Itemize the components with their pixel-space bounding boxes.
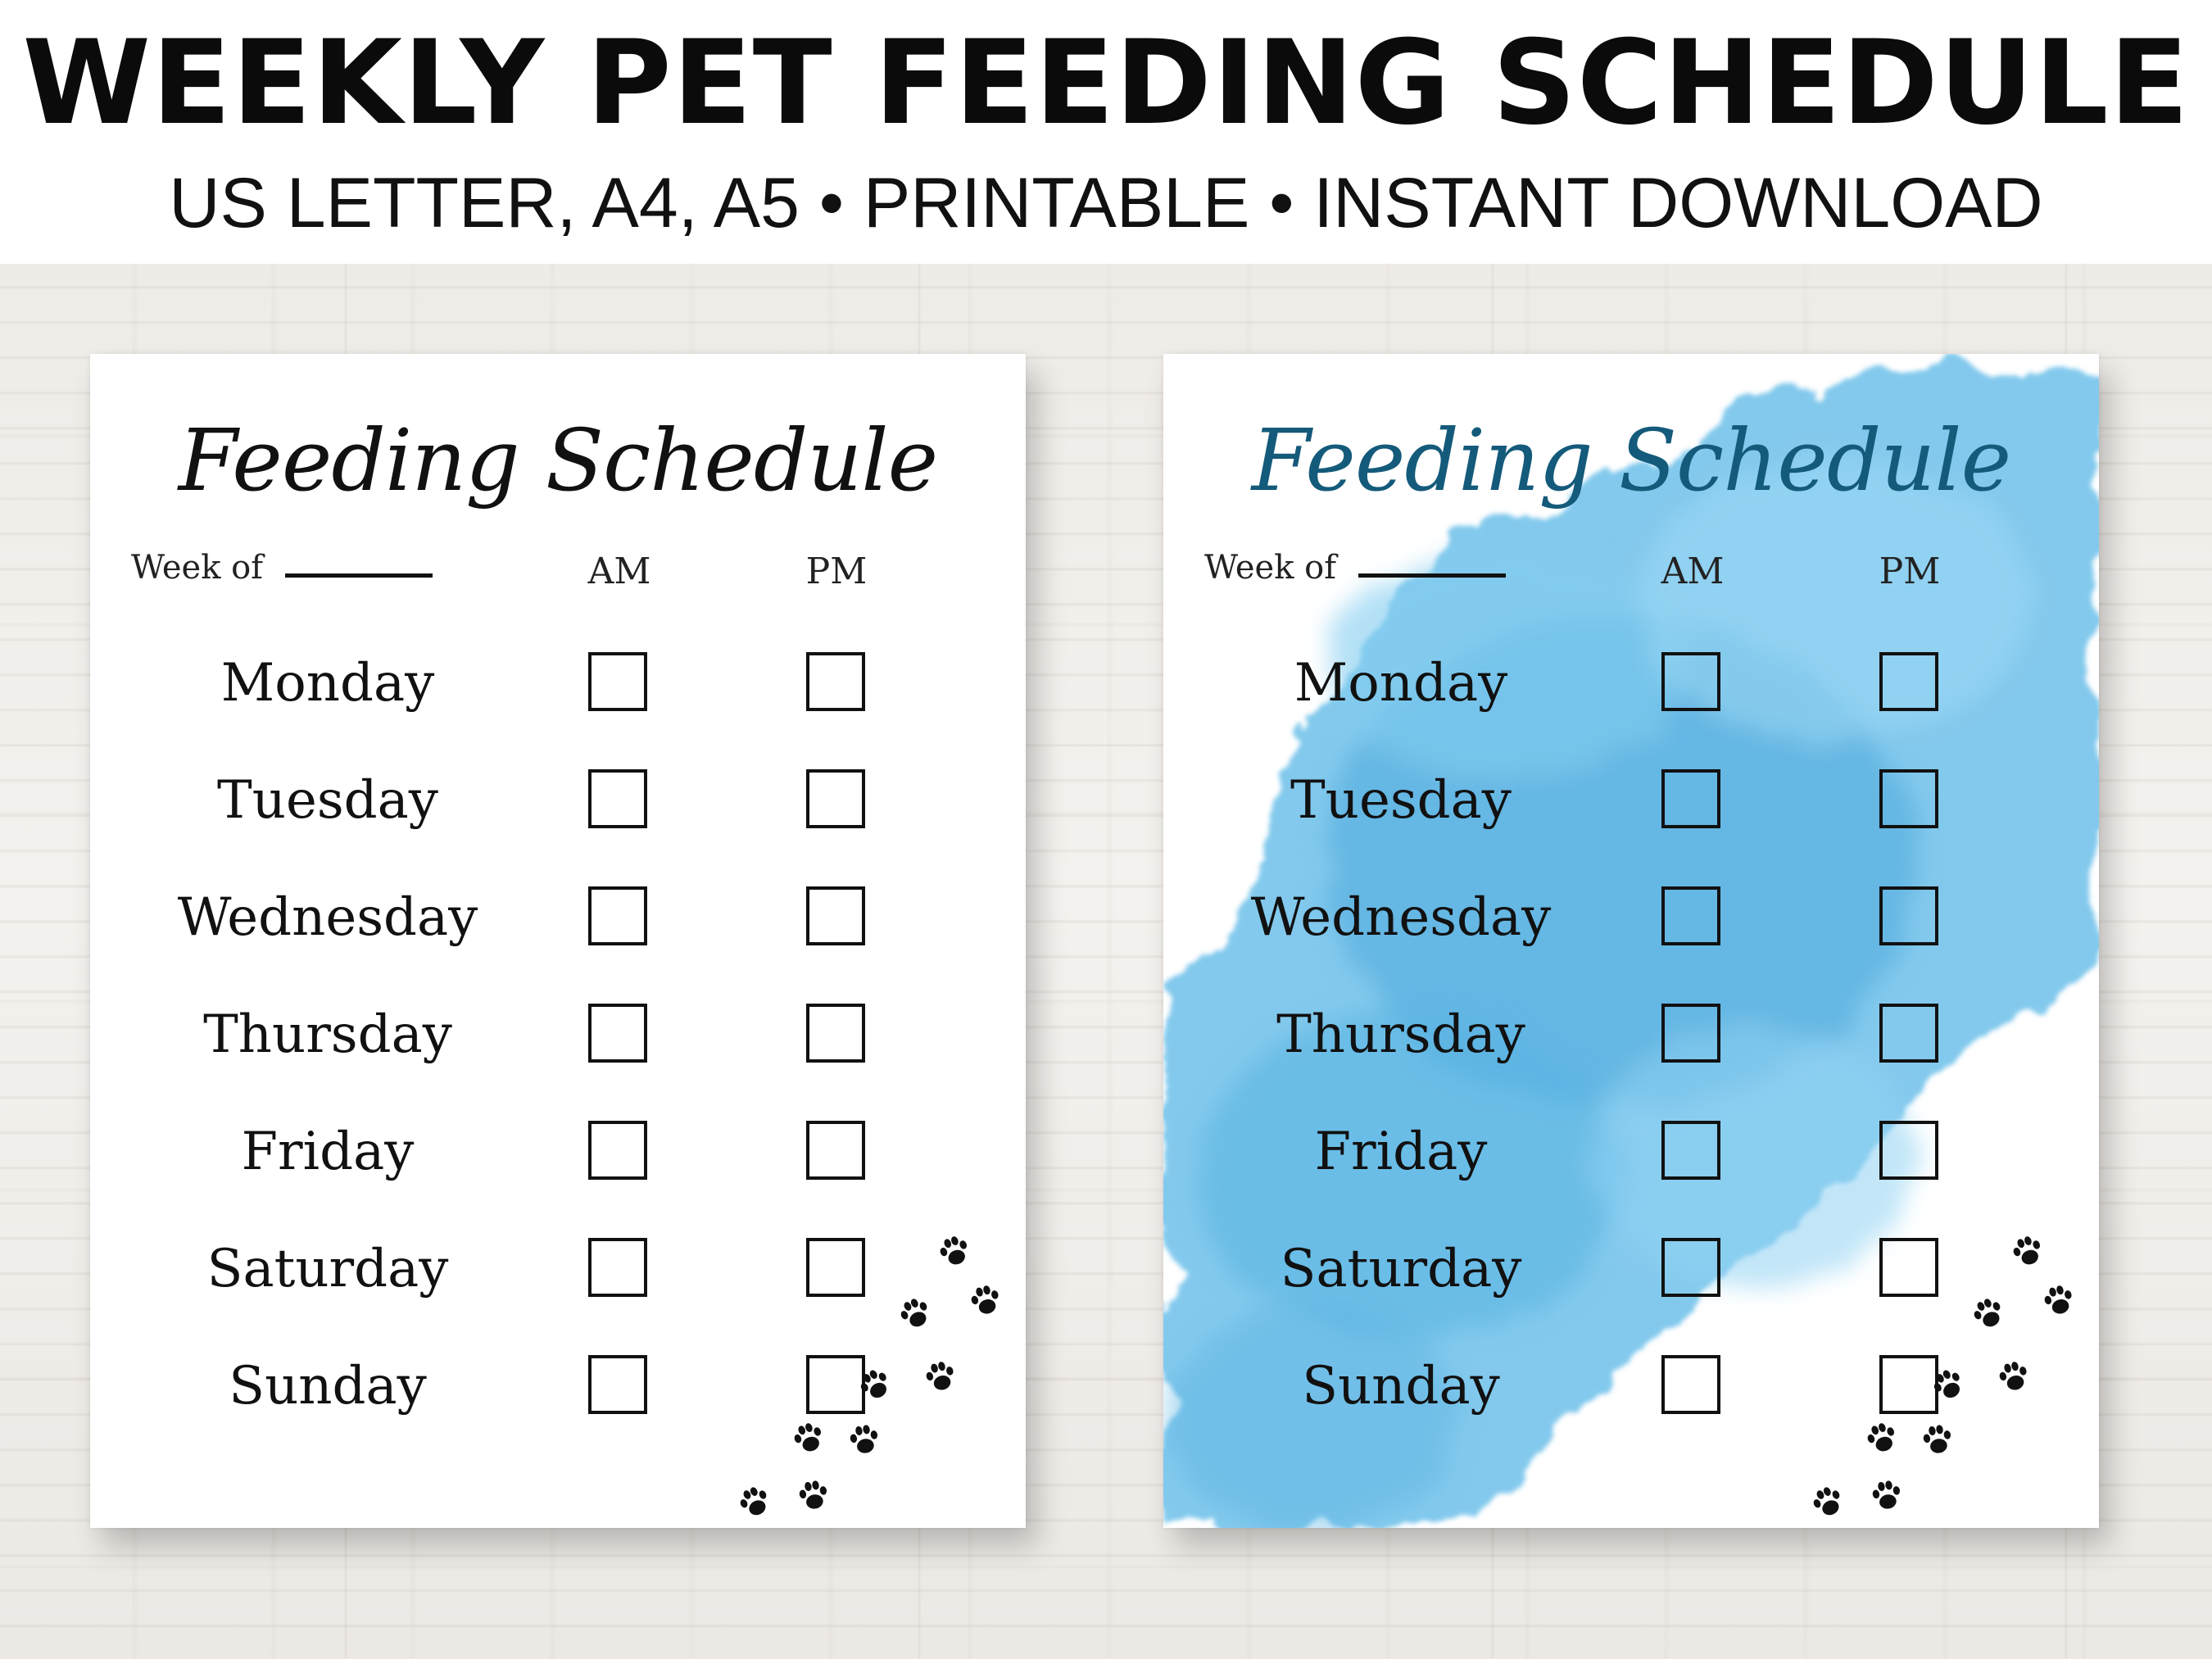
pm-checkbox[interactable] xyxy=(1879,1004,1938,1063)
subheadline: US LETTER, A4, A5 • PRINTABLE • INSTANT … xyxy=(169,164,2043,243)
headline: WEEKLY PET FEEDING SCHEDULE xyxy=(22,16,2190,151)
day-label: Thursday xyxy=(1276,1004,1525,1065)
am-checkbox[interactable] xyxy=(1661,1355,1720,1414)
am-checkbox[interactable] xyxy=(1661,886,1720,945)
am-checkbox[interactable] xyxy=(1661,652,1720,711)
week-of-label: Week of xyxy=(131,549,264,587)
watercolor-wash xyxy=(1163,367,2099,1528)
pm-checkbox[interactable] xyxy=(806,1004,865,1063)
pm-checkbox[interactable] xyxy=(806,1238,865,1297)
day-label: Tuesday xyxy=(1290,770,1512,831)
paw-print-icon xyxy=(794,1423,821,1452)
pm-checkbox[interactable] xyxy=(1879,652,1938,711)
pm-checkbox[interactable] xyxy=(1879,769,1938,828)
day-label: Monday xyxy=(1294,653,1508,714)
paw-print-icon xyxy=(1923,1425,1951,1453)
paw-print-icon xyxy=(860,1370,886,1398)
am-checkbox[interactable] xyxy=(588,886,647,945)
week-of-line xyxy=(1358,573,1506,578)
paw-print-icon xyxy=(2044,1285,2072,1314)
day-label: Friday xyxy=(1314,1122,1488,1182)
am-checkbox[interactable] xyxy=(588,1355,647,1414)
pm-checkbox[interactable] xyxy=(806,652,865,711)
am-checkbox[interactable] xyxy=(588,769,647,828)
pm-column-header: PM xyxy=(1879,551,1941,592)
day-label: Saturday xyxy=(206,1239,449,1299)
day-label: Saturday xyxy=(1280,1239,1522,1299)
schedule-sheet-plain: Feeding Schedule Week of AM PM Monday Tu… xyxy=(90,354,1026,1528)
paw-print-icon xyxy=(740,1487,767,1516)
day-rows: Monday Tuesday Wednesday Thursday Friday… xyxy=(1163,354,2099,1528)
paw-print-icon xyxy=(926,1362,954,1390)
am-checkbox[interactable] xyxy=(588,1121,647,1180)
day-label: Monday xyxy=(220,653,435,714)
paw-print-icon xyxy=(850,1425,878,1453)
sheet-title: Feeding Schedule xyxy=(178,410,938,510)
paw-print-icon xyxy=(1974,1299,2001,1327)
pm-checkbox[interactable] xyxy=(1879,886,1938,945)
paw-print-icon xyxy=(1813,1487,1840,1516)
am-checkbox[interactable] xyxy=(1661,769,1720,828)
am-checkbox[interactable] xyxy=(588,1238,647,1297)
paw-print-icon xyxy=(1872,1480,1901,1509)
paw-print-icon xyxy=(1867,1423,1894,1452)
week-of-label: Week of xyxy=(1204,549,1337,587)
am-column-header: AM xyxy=(587,551,651,592)
pm-checkbox[interactable] xyxy=(1879,1238,1938,1297)
am-checkbox[interactable] xyxy=(1661,1121,1720,1180)
day-label: Tuesday xyxy=(217,770,438,831)
pm-checkbox[interactable] xyxy=(806,769,865,828)
paw-print-icon xyxy=(971,1285,999,1314)
paw-print-icon xyxy=(2013,1236,2040,1265)
paw-print-icon xyxy=(799,1480,827,1509)
pm-column-header: PM xyxy=(805,551,868,592)
day-label: Wednesday xyxy=(1250,887,1552,948)
day-label: Sunday xyxy=(229,1356,427,1416)
header-banner: WEEKLY PET FEEDING SCHEDULE US LETTER, A… xyxy=(0,0,2212,264)
day-label: Friday xyxy=(241,1122,415,1182)
paw-print-icon xyxy=(1933,1370,1960,1398)
am-checkbox[interactable] xyxy=(1661,1004,1720,1063)
pm-checkbox[interactable] xyxy=(806,886,865,945)
sheet-title: Feeding Schedule xyxy=(1251,410,2011,510)
am-checkbox[interactable] xyxy=(588,652,647,711)
am-checkbox[interactable] xyxy=(1661,1238,1720,1297)
paw-print-icon xyxy=(900,1299,927,1327)
paw-print-icon xyxy=(940,1236,967,1265)
day-label: Sunday xyxy=(1302,1356,1500,1416)
am-checkbox[interactable] xyxy=(588,1004,647,1063)
pm-checkbox[interactable] xyxy=(1879,1121,1938,1180)
day-label: Wednesday xyxy=(177,887,478,948)
day-label: Thursday xyxy=(203,1004,452,1065)
day-rows: Monday Tuesday Wednesday Thursday Friday… xyxy=(90,354,1026,1528)
pm-checkbox[interactable] xyxy=(806,1121,865,1180)
am-column-header: AM xyxy=(1661,551,1725,592)
week-of-line xyxy=(285,573,433,578)
schedule-sheet-watercolor: Feeding Schedule Week of AM PM Monday Tu… xyxy=(1163,354,2099,1528)
paw-print-icon xyxy=(1999,1362,2027,1390)
